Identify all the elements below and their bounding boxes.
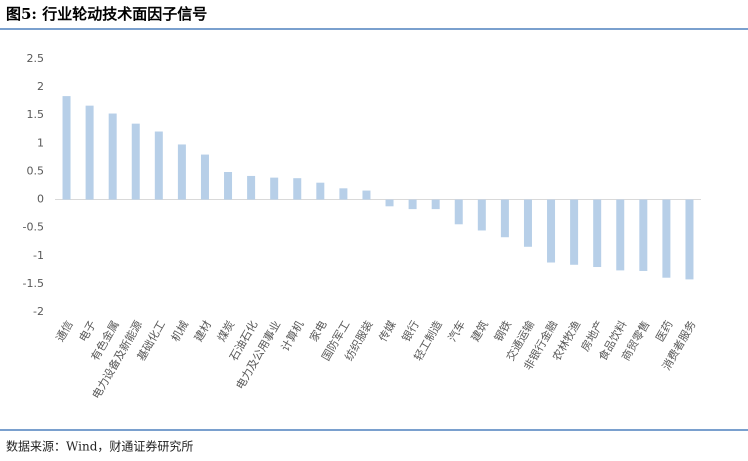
y-tick-label: 2 [37,80,44,93]
bar [131,123,140,200]
bar [293,178,302,200]
bar [200,154,209,200]
bar [408,199,417,210]
y-tick-label: 1.5 [27,108,45,121]
bar [385,199,394,207]
x-tick-label: 电子 [77,319,99,345]
x-tick-label: 通信 [53,319,75,345]
x-tick-label: 煤炭 [215,319,237,345]
x-tick-label: 机械 [168,318,191,344]
bar [477,199,486,231]
bar [685,199,694,280]
bar [570,199,579,265]
x-tick-label: 家电 [306,318,329,344]
x-tick-label: 汽车 [445,318,468,344]
y-tick-label: -1 [33,249,44,262]
bar [593,199,602,268]
bar [431,199,440,210]
bar [270,177,279,200]
bar [339,188,348,200]
y-tick-label: -2 [33,305,44,318]
x-tick-label: 钢铁 [492,318,514,344]
x-tick-label: 医药 [653,319,675,345]
source-note: 数据来源：Wind，财通证券研究所 [6,439,193,454]
bar [177,144,186,200]
bar [108,113,117,200]
bar [224,172,233,200]
x-tick-label: 传媒 [376,319,398,345]
bar [662,199,671,278]
x-tick-label: 银行 [399,318,422,344]
y-tick-label: -1.5 [23,277,44,290]
bar [85,105,94,200]
bar [500,199,509,238]
bar [247,175,256,200]
bar [547,199,556,263]
chart-title: 图5: 行业轮动技术面因子信号 [6,5,207,23]
bar [154,131,163,200]
x-tick-label: 建材 [191,318,214,344]
y-tick-label: 0 [37,193,44,206]
y-tick-label: 1 [37,136,44,149]
bar [523,199,532,247]
bar [316,182,325,200]
bar [362,190,371,200]
bar [454,199,463,225]
x-tick-label: 建筑 [468,318,491,344]
y-tick-label: -0.5 [23,221,44,234]
y-tick-label: 2.5 [27,52,45,65]
bar [62,96,71,200]
y-tick-label: 0.5 [27,164,45,177]
x-tick-label: 计算机 [278,318,307,354]
bar [639,199,648,271]
bar [616,199,625,271]
